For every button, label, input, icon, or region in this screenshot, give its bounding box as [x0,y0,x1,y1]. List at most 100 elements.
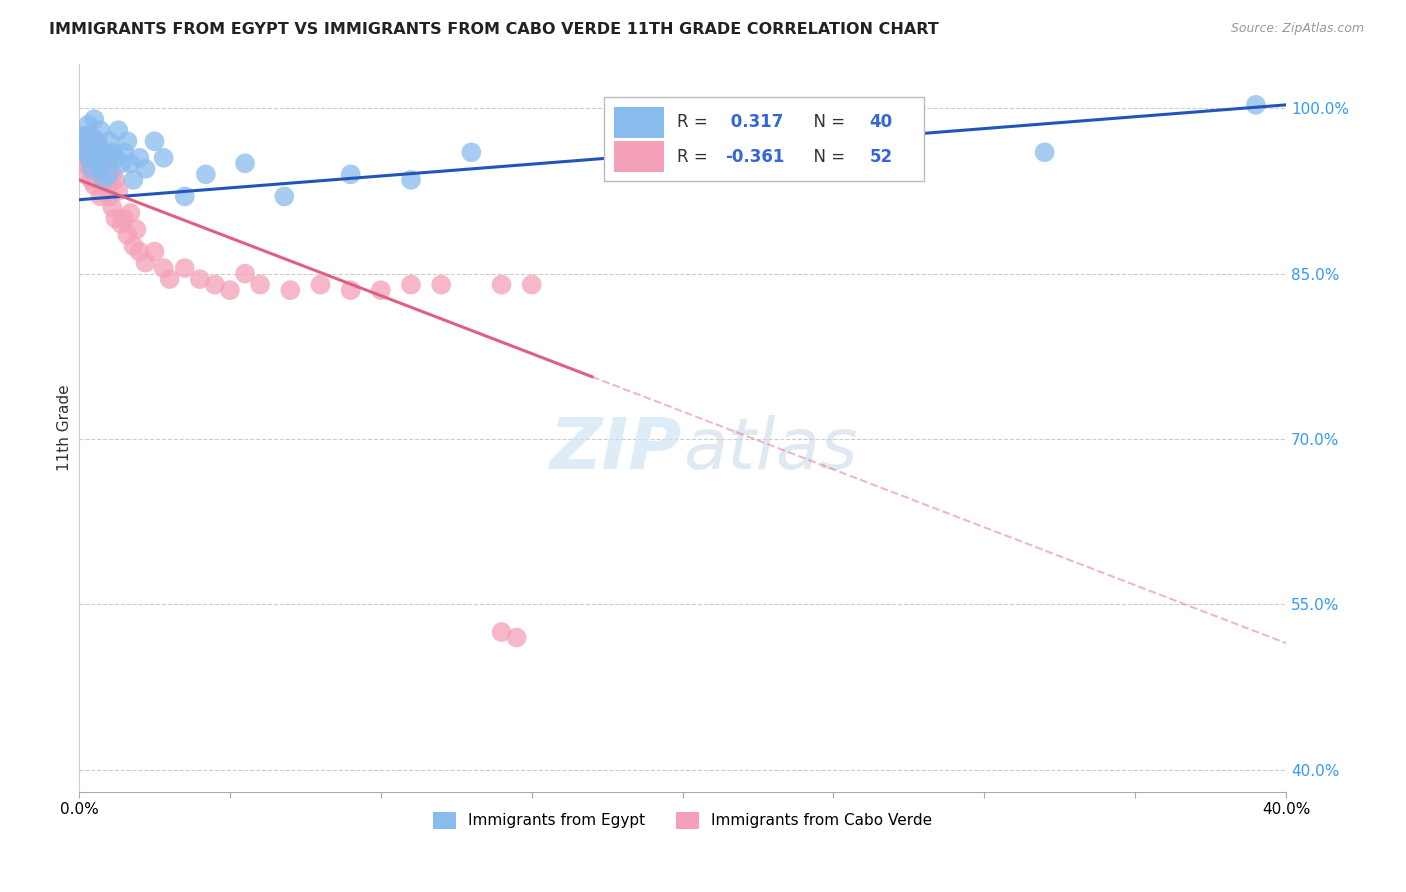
Point [98,189,121,203]
Point [89,161,111,176]
Text: 40: 40 [869,113,893,131]
Point [125,222,148,236]
Point [86,134,108,148]
Point [117,227,139,242]
Y-axis label: 11th Grade: 11th Grade [58,384,72,471]
Point [152,151,174,165]
Text: R =: R = [676,147,713,166]
Point [152,261,174,276]
Point [75,167,97,181]
Point [104,173,127,187]
Point [86,156,108,170]
Point [86,161,108,176]
Text: IMMIGRANTS FROM EGYPT VS IMMIGRANTS FROM CABO VERDE 11TH GRADE CORRELATION CHART: IMMIGRANTS FROM EGYPT VS IMMIGRANTS FROM… [49,22,939,37]
Point [120,206,142,220]
Text: 52: 52 [869,147,893,166]
Point [117,134,139,148]
Point [370,283,392,297]
Point [83,112,105,127]
Point [89,123,111,137]
Point [89,156,111,170]
Point [671,156,693,170]
Point [278,283,301,297]
Point [80,145,103,160]
Text: R =: R = [676,113,713,131]
Point [98,134,121,148]
Point [98,151,121,165]
Point [101,167,124,181]
Point [143,134,166,148]
Point [80,128,103,143]
Point [233,267,256,281]
Point [143,244,166,259]
FancyBboxPatch shape [614,141,665,172]
Point [122,173,145,187]
Point [107,184,129,198]
Point [399,277,422,292]
Text: ZIP: ZIP [550,416,682,484]
Point [273,189,295,203]
Point [101,201,124,215]
Point [104,211,127,226]
Point [249,277,271,292]
Point [520,277,543,292]
Point [339,167,361,181]
Point [80,173,103,187]
Point [110,217,132,231]
Point [1244,98,1267,112]
Point [91,145,114,160]
Point [104,151,127,165]
Point [309,277,332,292]
Point [77,128,100,143]
Text: -0.361: -0.361 [724,147,785,166]
Point [83,178,105,193]
Point [159,272,181,286]
Point [70,134,93,148]
Point [110,156,132,170]
Point [339,283,361,297]
Point [173,189,195,203]
Point [98,167,121,181]
Point [128,151,150,165]
Point [89,189,111,203]
Point [233,156,256,170]
Point [112,145,135,160]
Point [83,145,105,160]
Point [96,151,118,165]
Point [91,145,114,160]
Point [77,151,100,165]
Point [80,161,103,176]
Legend: Immigrants from Egypt, Immigrants from Cabo Verde: Immigrants from Egypt, Immigrants from C… [427,805,938,835]
Point [173,261,195,276]
Point [430,277,453,292]
Point [194,167,217,181]
Point [101,145,124,160]
Point [83,151,105,165]
Point [91,167,114,181]
Point [122,239,145,253]
Point [188,272,211,286]
Text: 0.317: 0.317 [724,113,783,131]
Point [134,161,156,176]
FancyBboxPatch shape [605,97,924,180]
Point [77,118,100,132]
Point [1033,145,1056,160]
Point [399,173,422,187]
Point [70,128,93,143]
Point [96,161,118,176]
Text: N =: N = [803,147,851,166]
Point [219,283,242,297]
Point [134,255,156,269]
Point [460,145,482,160]
Point [128,244,150,259]
Point [75,134,97,148]
Point [91,173,114,187]
FancyBboxPatch shape [614,107,665,137]
Point [86,134,108,148]
Text: Source: ZipAtlas.com: Source: ZipAtlas.com [1230,22,1364,36]
Point [77,151,100,165]
Text: N =: N = [803,113,851,131]
Point [70,156,93,170]
Point [491,625,513,640]
Point [96,178,118,193]
